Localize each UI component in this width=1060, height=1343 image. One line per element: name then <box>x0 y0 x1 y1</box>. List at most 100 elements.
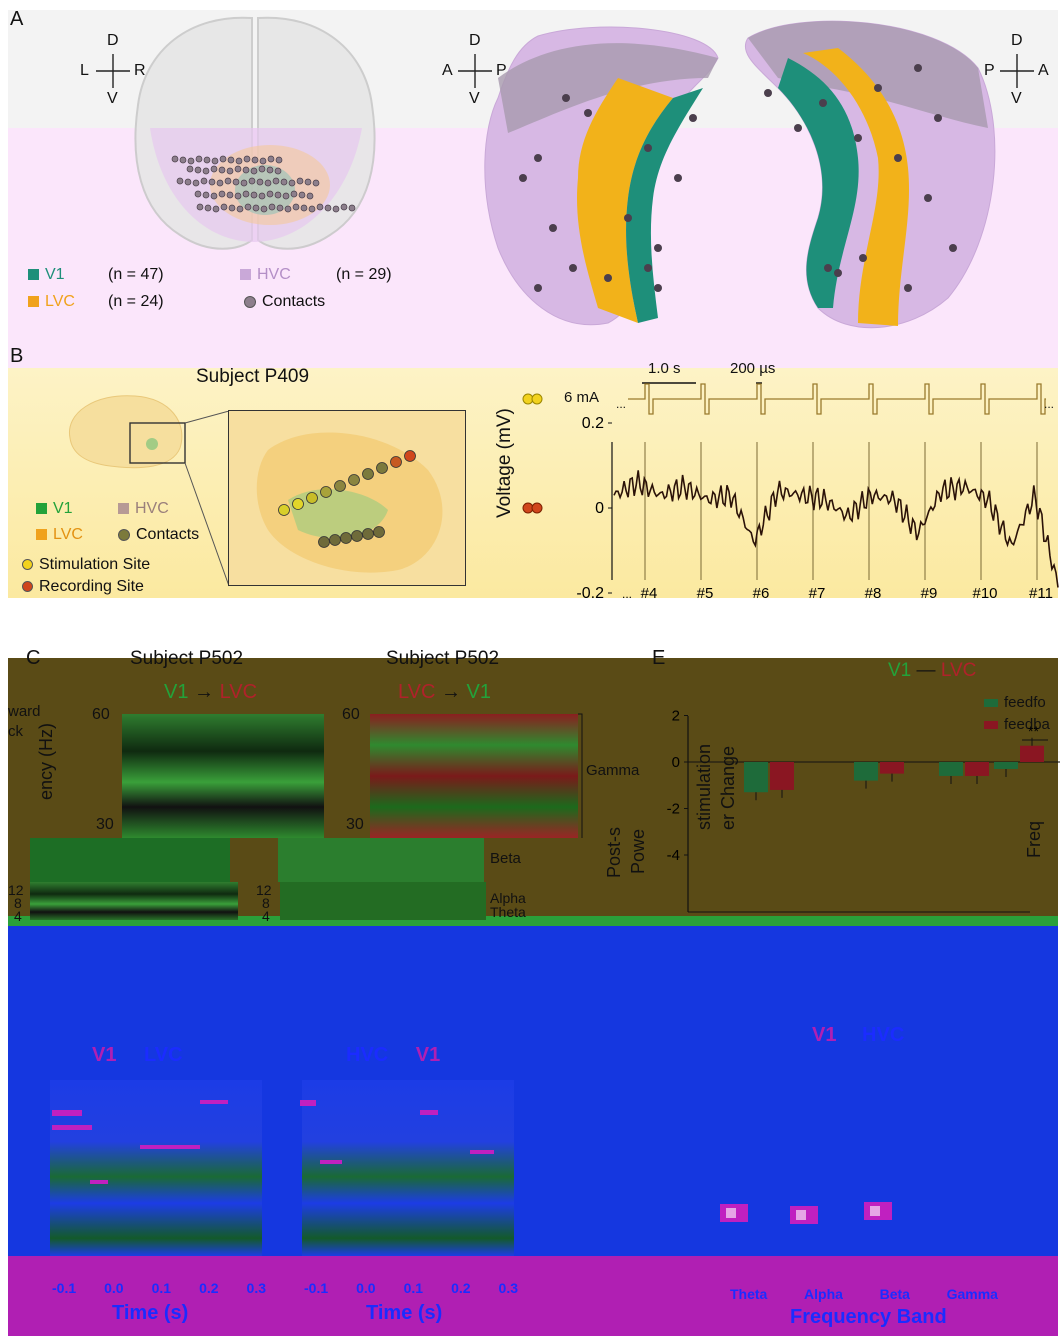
contact-dot <box>949 244 957 252</box>
spec-mark <box>320 1160 342 1164</box>
contact-dot <box>824 264 832 272</box>
feedback-swatch <box>984 721 998 730</box>
xtick: Theta <box>730 1286 768 1302</box>
panel-e-title: V1 — LVC <box>888 660 976 682</box>
stim-marker <box>531 393 543 405</box>
contact-dot <box>250 191 258 199</box>
stim-ellipsis-left: ... <box>616 397 627 411</box>
legend-e-feedforward: feedfo <box>984 694 1046 711</box>
pulse-label: #6 <box>753 585 770 602</box>
spec-mark <box>140 1145 200 1149</box>
contact-dot <box>298 191 306 199</box>
panel-d-bottom-band <box>8 1256 1058 1336</box>
panel-c-left-direction: V1 → LVC <box>164 681 257 704</box>
xtick: Gamma <box>946 1286 998 1302</box>
v1-swatch <box>28 269 39 281</box>
contact-dot <box>329 534 341 546</box>
to-area: LVC <box>144 1044 183 1066</box>
panel-c-spectrograms <box>30 713 583 920</box>
contact-dot <box>266 190 274 198</box>
bar-feedba-Alpha <box>880 762 904 774</box>
contact-dot <box>373 526 385 538</box>
spec-mark <box>200 1100 228 1104</box>
contact-dot <box>904 284 912 292</box>
bar-feedba-Theta <box>770 762 794 790</box>
d-xlabel-bar: Frequency Band <box>790 1306 947 1328</box>
legend-e-feedback: feedba <box>984 716 1050 733</box>
panel-b-band <box>8 368 1058 598</box>
contact-dot <box>118 528 130 541</box>
rec-dot <box>22 581 33 593</box>
spec-mark <box>52 1125 92 1130</box>
bar-feedfo-Theta <box>744 762 768 793</box>
bar-mark-highlight <box>796 1210 806 1220</box>
contact-dot <box>348 474 360 486</box>
contact-dot <box>242 190 250 198</box>
stim-contact <box>292 498 304 510</box>
contact-dot <box>268 203 276 211</box>
c-ytick-12-right: 12 <box>256 882 272 898</box>
c-ytick-8-left: 8 <box>14 895 22 911</box>
hvc-label: HVC <box>135 500 169 517</box>
d-xticks-left: -0.1 0.0 0.1 0.2 0.3 <box>52 1280 266 1296</box>
contact-dot <box>186 165 194 173</box>
ytick-label: 2 <box>672 708 680 725</box>
hvc-swatch <box>240 269 251 281</box>
panel-c-left-title: Subject P502 <box>130 648 244 669</box>
legend-hvc-n: (n = 29) <box>336 266 392 283</box>
band-label-gamma: Gamma <box>586 762 640 779</box>
legend-contacts: Contacts <box>244 293 325 311</box>
stim-ellipsis-right: ... <box>1044 397 1055 411</box>
contact-dot <box>644 144 652 152</box>
bar-feedba-Gamma <box>1020 745 1044 762</box>
pulse-label: #4 <box>641 585 658 602</box>
ytick-label: -0.2 <box>576 585 604 602</box>
contact-dot <box>689 114 697 122</box>
side-label-ck: ck <box>8 723 23 740</box>
hvc-swatch <box>118 503 129 515</box>
to-area: HVC <box>862 1024 905 1046</box>
contact-dot <box>227 156 235 164</box>
xtick: 0.2 <box>199 1280 219 1296</box>
spec-left-high <box>122 714 324 838</box>
from-area: V1 <box>812 1024 837 1046</box>
zoom-connector <box>184 411 230 587</box>
lvc-label: LVC <box>45 293 75 310</box>
contact-dot <box>184 178 192 186</box>
pulse-label: #9 <box>921 585 938 602</box>
contact-dot <box>259 157 267 165</box>
panel-c-right-direction: LVC → V1 <box>398 681 491 704</box>
bar-feedba-Beta <box>965 762 989 776</box>
compass-d: D <box>1011 32 1023 49</box>
compass-a: A <box>442 62 453 79</box>
voltage-ylabel: Voltage (mV) <box>494 408 515 518</box>
contact-dot <box>318 536 330 548</box>
c-ytick-8-right: 8 <box>262 895 270 911</box>
legend-b-stim: Stimulation Site <box>22 556 150 574</box>
xtick: 0.3 <box>246 1280 266 1296</box>
bar-feedfo-Gamma <box>994 762 1018 769</box>
contact-dot <box>244 295 256 308</box>
legend-b-lvc: LVC <box>36 526 83 544</box>
contact-dot <box>290 190 298 198</box>
compass-d: D <box>469 32 481 49</box>
sig-label: ** <box>1028 723 1039 739</box>
e-ylabel-line2: Powe <box>628 828 648 874</box>
contact-dot <box>654 284 662 292</box>
compass-l: L <box>80 62 89 79</box>
contact-dot <box>624 214 632 222</box>
compass-mid: D V A P <box>440 32 510 107</box>
contact-dot <box>235 157 243 165</box>
d-bar-xticks: Theta Alpha Beta Gamma <box>730 1286 998 1302</box>
rec-marker <box>531 502 543 514</box>
bar-feedfo-Beta <box>939 762 963 776</box>
contact-dot <box>276 204 284 212</box>
contact-dot <box>362 468 374 480</box>
contact-dot <box>211 157 219 165</box>
amplitude-label: 6 mA <box>564 389 600 406</box>
contact-dot <box>569 264 577 272</box>
panel-c-letter: C <box>26 647 41 669</box>
contact-dot <box>248 177 256 185</box>
bar-mark-highlight <box>726 1208 736 1218</box>
contact-dot <box>275 156 283 164</box>
